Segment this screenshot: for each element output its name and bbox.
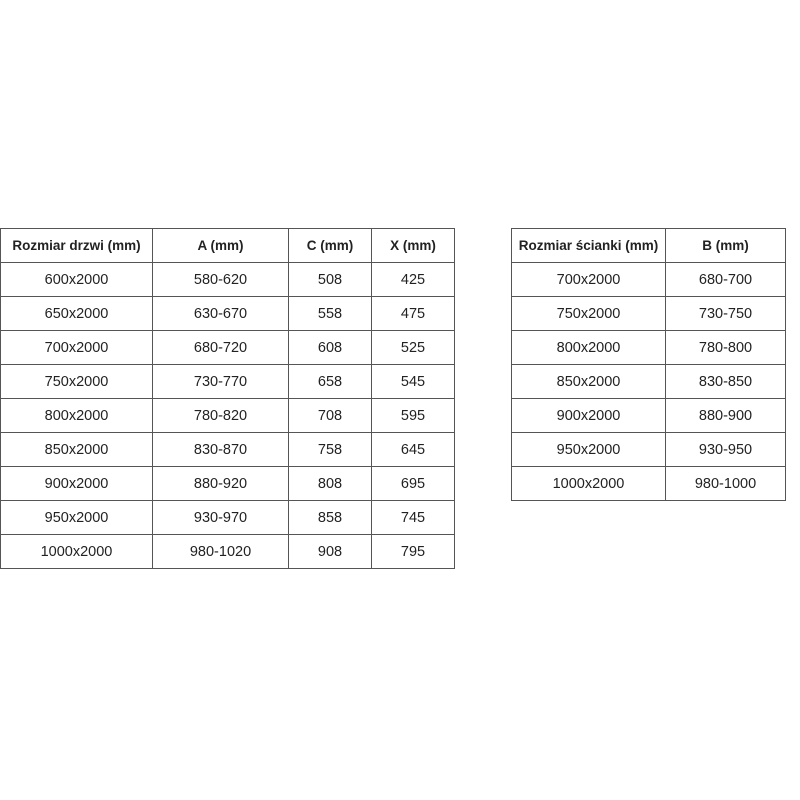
table-cell: 700x2000 — [511, 262, 666, 297]
table-row: 700x2000 680-700 — [511, 262, 786, 297]
column-header: A (mm) — [152, 228, 289, 263]
table-cell: 680-700 — [665, 262, 786, 297]
table-row: 750x2000 730-750 — [511, 296, 786, 331]
door-size-table: Rozmiar drzwi (mm) A (mm) C (mm) X (mm) 600… — [0, 228, 455, 569]
table-cell: 730-750 — [665, 296, 786, 331]
table-row: 600x2000 580-620 508 425 — [0, 262, 455, 297]
table-cell: 645 — [371, 432, 455, 467]
table-cell: 525 — [371, 330, 455, 365]
table-cell: 908 — [288, 534, 372, 569]
table-cell: 858 — [288, 500, 372, 535]
table-cell: 900x2000 — [511, 398, 666, 433]
table-row: 800x2000 780-820 708 595 — [0, 398, 455, 433]
table-cell: 545 — [371, 364, 455, 399]
table-row: 800x2000 780-800 — [511, 330, 786, 365]
table-row: 950x2000 930-970 858 745 — [0, 500, 455, 535]
table-cell: 425 — [371, 262, 455, 297]
column-header: Rozmiar ścianki (mm) — [511, 228, 666, 263]
table-cell: 1000x2000 — [511, 466, 666, 501]
table-cell: 758 — [288, 432, 372, 467]
table-cell: 508 — [288, 262, 372, 297]
table-cell: 1000x2000 — [0, 534, 153, 569]
table-cell: 900x2000 — [0, 466, 153, 501]
table-cell: 680-720 — [152, 330, 289, 365]
table-cell: 850x2000 — [0, 432, 153, 467]
table-cell: 608 — [288, 330, 372, 365]
table-cell: 780-800 — [665, 330, 786, 365]
table-cell: 580-620 — [152, 262, 289, 297]
table-cell: 630-670 — [152, 296, 289, 331]
table-cell: 700x2000 — [0, 330, 153, 365]
table-cell: 558 — [288, 296, 372, 331]
column-header: Rozmiar drzwi (mm) — [0, 228, 153, 263]
table-cell: 980-1020 — [152, 534, 289, 569]
table-cell: 708 — [288, 398, 372, 433]
table-cell: 950x2000 — [511, 432, 666, 467]
table-cell: 880-900 — [665, 398, 786, 433]
table-cell: 880-920 — [152, 466, 289, 501]
column-header: X (mm) — [371, 228, 455, 263]
table-row: 700x2000 680-720 608 525 — [0, 330, 455, 365]
table-cell: 830-870 — [152, 432, 289, 467]
table-row: 850x2000 830-850 — [511, 364, 786, 399]
table-row: 650x2000 630-670 558 475 — [0, 296, 455, 331]
table-cell: 830-850 — [665, 364, 786, 399]
table-cell: 600x2000 — [0, 262, 153, 297]
table-cell: 730-770 — [152, 364, 289, 399]
table-cell: 808 — [288, 466, 372, 501]
table-cell: 750x2000 — [511, 296, 666, 331]
table-cell: 750x2000 — [0, 364, 153, 399]
table-row: 750x2000 730-770 658 545 — [0, 364, 455, 399]
table-cell: 800x2000 — [511, 330, 666, 365]
table-cell: 850x2000 — [511, 364, 666, 399]
table-cell: 795 — [371, 534, 455, 569]
table-cell: 800x2000 — [0, 398, 153, 433]
table-cell: 930-970 — [152, 500, 289, 535]
table-cell: 930-950 — [665, 432, 786, 467]
table-row: 1000x2000 980-1000 — [511, 466, 786, 501]
table-cell: 658 — [288, 364, 372, 399]
table-row: 950x2000 930-950 — [511, 432, 786, 467]
table-cell: 745 — [371, 500, 455, 535]
table-row: 900x2000 880-900 — [511, 398, 786, 433]
table-cell: 475 — [371, 296, 455, 331]
table-header-row: Rozmiar ścianki (mm) B (mm) — [511, 228, 786, 263]
panel-size-table: Rozmiar ścianki (mm) B (mm) 700x2000 680-7… — [511, 228, 786, 501]
table-cell: 980-1000 — [665, 466, 786, 501]
table-cell: 780-820 — [152, 398, 289, 433]
table-row: 900x2000 880-920 808 695 — [0, 466, 455, 501]
table-cell: 695 — [371, 466, 455, 501]
table-row: 1000x2000 980-1020 908 795 — [0, 534, 455, 569]
table-cell: 595 — [371, 398, 455, 433]
column-header: C (mm) — [288, 228, 372, 263]
table-cell: 650x2000 — [0, 296, 153, 331]
column-header: B (mm) — [665, 228, 786, 263]
table-cell: 950x2000 — [0, 500, 153, 535]
table-header-row: Rozmiar drzwi (mm) A (mm) C (mm) X (mm) — [0, 228, 455, 263]
table-row: 850x2000 830-870 758 645 — [0, 432, 455, 467]
